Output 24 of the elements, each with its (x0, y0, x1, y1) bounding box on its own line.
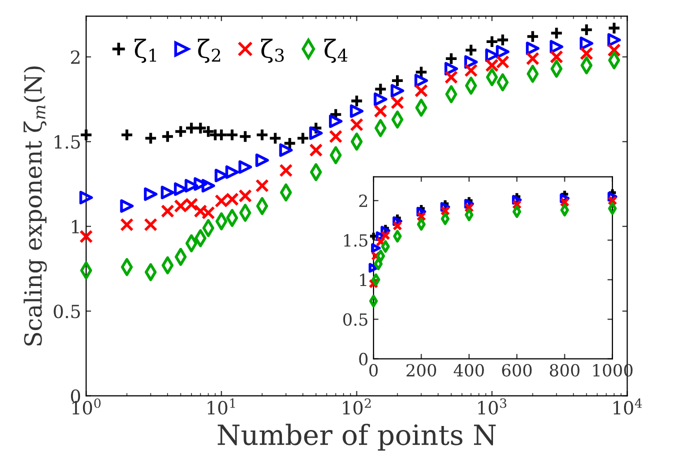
y-tick-label: 0 (359, 352, 368, 366)
x-tick-label: 10$^{3}$ (478, 398, 506, 415)
x-tick-label: 400 (454, 364, 484, 377)
x-axis-title: Number of points N (218, 424, 496, 451)
x-tick-label: 200 (406, 364, 436, 377)
y-tick-label: 0.5 (343, 313, 368, 326)
y-axis-title: Scaling exponent ζ$_{m}$(N) (24, 66, 47, 346)
x-tick-label: 10$^{1}$ (208, 398, 235, 415)
x-tick-label: 800 (550, 364, 580, 377)
y-tick-label: 0.5 (54, 304, 80, 318)
y-tick-label: 2 (71, 50, 80, 64)
legend-label: ζ$_{1}$ (134, 38, 156, 63)
x-tick-label: 600 (502, 364, 532, 377)
y-tick-label: 1 (360, 274, 366, 286)
y-tick-label: 1 (72, 220, 79, 234)
y-tick-label: 1.5 (54, 135, 80, 149)
legend-label: ζ$_{2}$ (198, 38, 220, 63)
legend-label: ζ$_{4}$ (324, 38, 348, 63)
y-tick-label: 2 (359, 194, 368, 207)
legend-label: ζ$_{3}$ (261, 38, 284, 63)
y-tick-label: 1.5 (344, 234, 368, 247)
x-tick-label: 10$^{2}$ (343, 398, 371, 415)
x-tick-label: 0 (369, 364, 378, 377)
x-tick-label: 10$^{4}$ (614, 398, 642, 415)
